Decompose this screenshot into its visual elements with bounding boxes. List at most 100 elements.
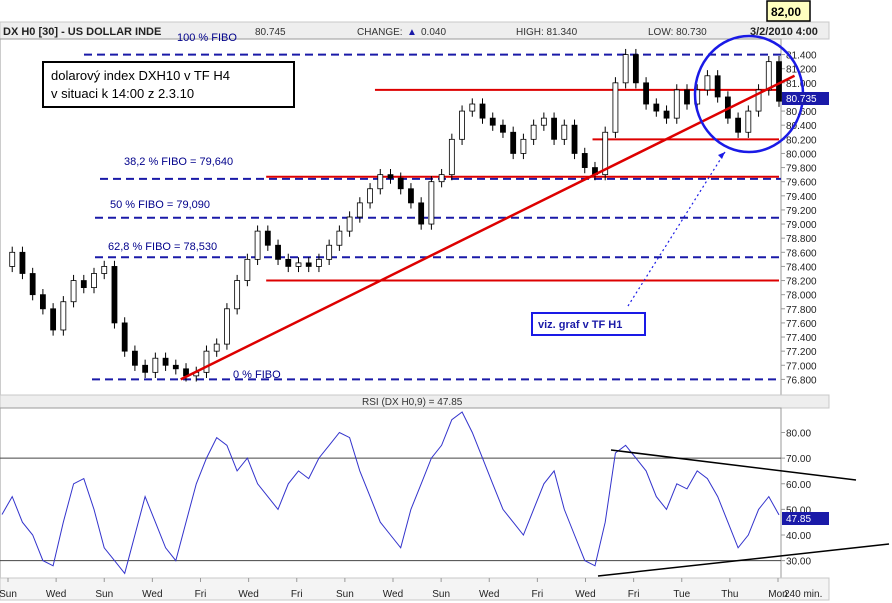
low-label: LOW: 80.730 (648, 27, 707, 38)
candle-body (489, 117, 496, 126)
time-tick-label: Wed (479, 589, 499, 600)
fib-100-label: 100 % FIBO (177, 32, 237, 44)
symbol-label: DX H0 [30] - US DOLLAR INDE (3, 26, 161, 38)
candle-body (356, 202, 363, 218)
time-unit-label: 240 min. (784, 589, 822, 600)
candle-body (244, 258, 251, 281)
price-tick-label: 79.800 (786, 164, 817, 175)
candle-body (684, 89, 690, 105)
rsi-tick-label: 50.00 (786, 505, 811, 516)
rsi-tick-label: 60.00 (786, 480, 811, 491)
last-price-label: 80.745 (255, 27, 286, 38)
candle-body (510, 131, 517, 154)
price-tick-label: 76.800 (786, 375, 817, 386)
fib-0-label: 0 % FIBO (233, 369, 281, 381)
price-tick-label: 77.200 (786, 347, 817, 358)
time-tick-label: Wed (575, 589, 595, 600)
rsi-tick-label: 80.00 (786, 429, 811, 440)
candle-body (111, 266, 118, 324)
candle-body (602, 131, 609, 176)
change-label: CHANGE: (357, 27, 403, 38)
change-value: 0.040 (421, 27, 446, 38)
candle-body (203, 350, 210, 373)
title-line-1: dolarový index DXH10 v TF H4 (51, 68, 230, 83)
time-tick-label: Sun (95, 589, 113, 600)
candle-body (70, 280, 77, 303)
change-up-icon: ▲ (407, 27, 417, 38)
time-tick-label: Thu (721, 589, 738, 600)
time-tick-label: Sun (336, 589, 354, 600)
candle-body (213, 343, 220, 352)
rsi-title: RSI (DX H0,9) = 47.85 (362, 397, 463, 408)
time-axis (0, 577, 830, 601)
price-tick-label: 77.600 (786, 319, 817, 330)
candle-body (500, 124, 506, 133)
price-series (9, 48, 782, 382)
candle-body (571, 124, 578, 154)
price-tick-label: 79.000 (786, 220, 817, 231)
candle-body (469, 103, 476, 112)
candle-body (612, 82, 619, 133)
candle-body (745, 110, 752, 133)
rsi-tick-label: 30.00 (786, 557, 811, 568)
arrow-head-icon (718, 152, 725, 159)
candle-body (673, 89, 680, 119)
candle-body (316, 258, 322, 267)
high-label: HIGH: 81.340 (516, 27, 578, 38)
price-tick-label: 78.600 (786, 248, 817, 259)
candle-body (224, 308, 230, 345)
price-tick-label: 81.400 (786, 51, 817, 62)
resistance-lines (266, 88, 779, 282)
time-tick-label: Fri (195, 589, 207, 600)
price-tick-label: 79.400 (786, 192, 817, 203)
rsi-axis: 80.00 70.00 60.00 50.00 40.00 30.00 (781, 429, 811, 568)
candle-body (714, 75, 721, 98)
time-tick-label: Mon (768, 589, 787, 600)
candle-body (765, 61, 772, 91)
time-tick-label: Sun (0, 589, 17, 600)
candle-body (9, 251, 16, 267)
rsi-lower-triangle-line (597, 543, 890, 577)
title-callout (42, 61, 295, 108)
candle-body (80, 280, 87, 289)
candle-body (459, 110, 465, 140)
candle-body (29, 273, 36, 296)
candle-body (275, 244, 281, 260)
candle-body (387, 174, 394, 179)
candle-body (755, 89, 762, 112)
price-tick-label: 78.400 (786, 262, 817, 273)
price-tick-label: 77.400 (786, 333, 817, 344)
price-tick-label: 79.600 (786, 178, 817, 189)
candle-body (121, 322, 128, 352)
candle-body (39, 294, 46, 310)
candle-body (142, 364, 149, 373)
candle-body (561, 124, 568, 140)
candle-body (448, 138, 455, 176)
rsi-series (1, 411, 780, 575)
candle-body (735, 117, 742, 133)
candle-body (643, 82, 649, 105)
candle-body (346, 216, 353, 232)
candle-body (234, 280, 241, 310)
price-badge-value: 80.735 (786, 94, 817, 105)
rsi-badge (782, 512, 829, 525)
candle-body (50, 308, 57, 331)
time-tick-label: Fri (291, 589, 303, 600)
candle-body (295, 262, 302, 267)
candle-body (305, 262, 312, 267)
candle-body (397, 177, 404, 190)
candle-body (264, 230, 271, 246)
time-tick-label: Fri (628, 589, 640, 600)
price-tick-label: 78.200 (786, 277, 817, 288)
price-tick-label: 78.800 (786, 234, 817, 245)
price-badge (782, 92, 829, 105)
candle-body (91, 273, 97, 289)
fib-382-label: 38,2 % FIBO = 79,640 (124, 156, 233, 168)
time-tick-label: Fri (532, 589, 544, 600)
price-tick-label: 79.200 (786, 206, 817, 217)
price-tick-label: 80.200 (786, 135, 817, 146)
fib-50-label: 50 % FIBO = 79,090 (110, 199, 210, 211)
candle-body (152, 357, 159, 373)
trendline (180, 74, 796, 381)
